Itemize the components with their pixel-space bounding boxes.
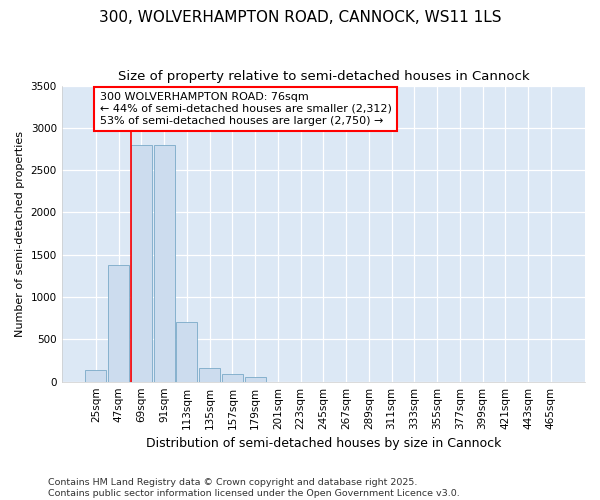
Bar (245, 378, 266, 382)
X-axis label: Distribution of semi-detached houses by size in Cannock: Distribution of semi-detached houses by … (146, 437, 501, 450)
Bar (199, 368, 220, 382)
Bar (222, 374, 243, 382)
Title: Size of property relative to semi-detached houses in Cannock: Size of property relative to semi-detach… (118, 70, 529, 83)
Bar (131, 145, 152, 382)
Text: 300 WOLVERHAMPTON ROAD: 76sqm
← 44% of semi-detached houses are smaller (2,312)
: 300 WOLVERHAMPTON ROAD: 76sqm ← 44% of s… (100, 92, 392, 126)
Bar (85, 370, 106, 382)
Y-axis label: Number of semi-detached properties: Number of semi-detached properties (15, 130, 25, 336)
Text: Contains HM Land Registry data © Crown copyright and database right 2025.
Contai: Contains HM Land Registry data © Crown c… (48, 478, 460, 498)
Bar (108, 265, 129, 382)
Text: 300, WOLVERHAMPTON ROAD, CANNOCK, WS11 1LS: 300, WOLVERHAMPTON ROAD, CANNOCK, WS11 1… (99, 10, 501, 25)
Bar (176, 322, 197, 382)
Bar (154, 145, 175, 382)
